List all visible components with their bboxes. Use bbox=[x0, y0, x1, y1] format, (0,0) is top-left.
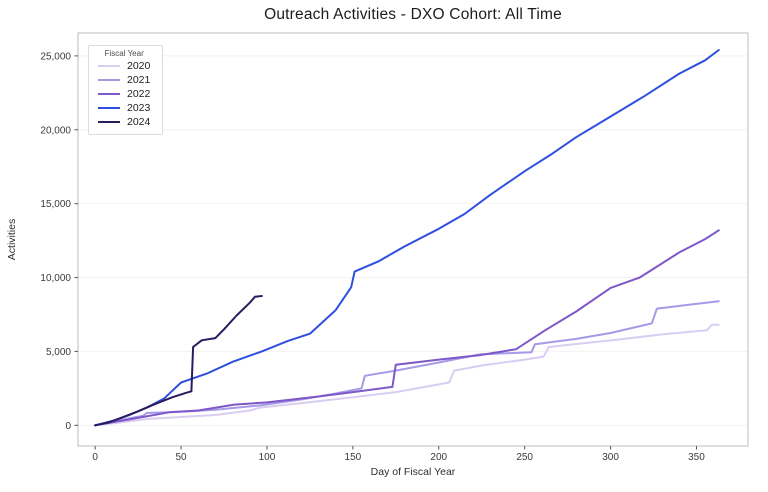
series-line-2023 bbox=[94, 49, 720, 427]
x-tick-label-250: 250 bbox=[516, 452, 533, 463]
x-tick-label-50: 50 bbox=[176, 452, 188, 463]
legend-label-2023: 2023 bbox=[127, 102, 151, 114]
y-tick-label-25000: 25,000 bbox=[40, 51, 71, 62]
y-tick-label-5000: 5,000 bbox=[46, 347, 71, 358]
legend-swatch-2021 bbox=[98, 79, 120, 81]
legend-label-2020: 2020 bbox=[127, 60, 151, 72]
legend-label-2024: 2024 bbox=[127, 116, 151, 128]
legend-item-2023: 2023 bbox=[98, 101, 150, 115]
legend-label-2021: 2021 bbox=[127, 74, 151, 86]
legend-item-2022: 2022 bbox=[98, 87, 150, 101]
series-line-2020 bbox=[94, 323, 720, 427]
x-tick-label-200: 200 bbox=[430, 452, 447, 463]
y-tick-label-10000: 10,000 bbox=[40, 273, 71, 284]
series-line-2022 bbox=[94, 229, 720, 427]
x-tick-label-100: 100 bbox=[259, 452, 276, 463]
legend-item-2020: 2020 bbox=[98, 59, 150, 73]
legend-swatch-2023 bbox=[98, 107, 120, 109]
legend-title: Fiscal Year bbox=[104, 49, 144, 58]
y-tick-label-15000: 15,000 bbox=[40, 199, 71, 210]
x-tick-label-300: 300 bbox=[602, 452, 619, 463]
legend-item-2024: 2024 bbox=[98, 115, 150, 129]
series-line-2024 bbox=[94, 295, 263, 427]
x-axis-label: Day of Fiscal Year bbox=[371, 466, 456, 478]
y-axis-label: Activities bbox=[6, 219, 18, 260]
legend-swatch-2020 bbox=[98, 65, 120, 67]
y-tick-label-20000: 20,000 bbox=[40, 125, 71, 136]
x-tick-label-0: 0 bbox=[92, 452, 98, 463]
x-tick-label-350: 350 bbox=[688, 452, 705, 463]
legend-label-2022: 2022 bbox=[127, 88, 151, 100]
legend: Fiscal Year 2020 2021 2022 2023 2024 bbox=[88, 45, 164, 135]
legend-swatch-2022 bbox=[98, 93, 120, 95]
legend-swatch-2024 bbox=[98, 121, 120, 123]
legend-item-2021: 2021 bbox=[98, 73, 150, 87]
chart-title: Outreach Activities - DXO Cohort: All Ti… bbox=[264, 6, 562, 23]
plot-border bbox=[77, 32, 749, 447]
x-tick-label-150: 150 bbox=[345, 452, 362, 463]
y-tick-label-0: 0 bbox=[65, 421, 71, 432]
